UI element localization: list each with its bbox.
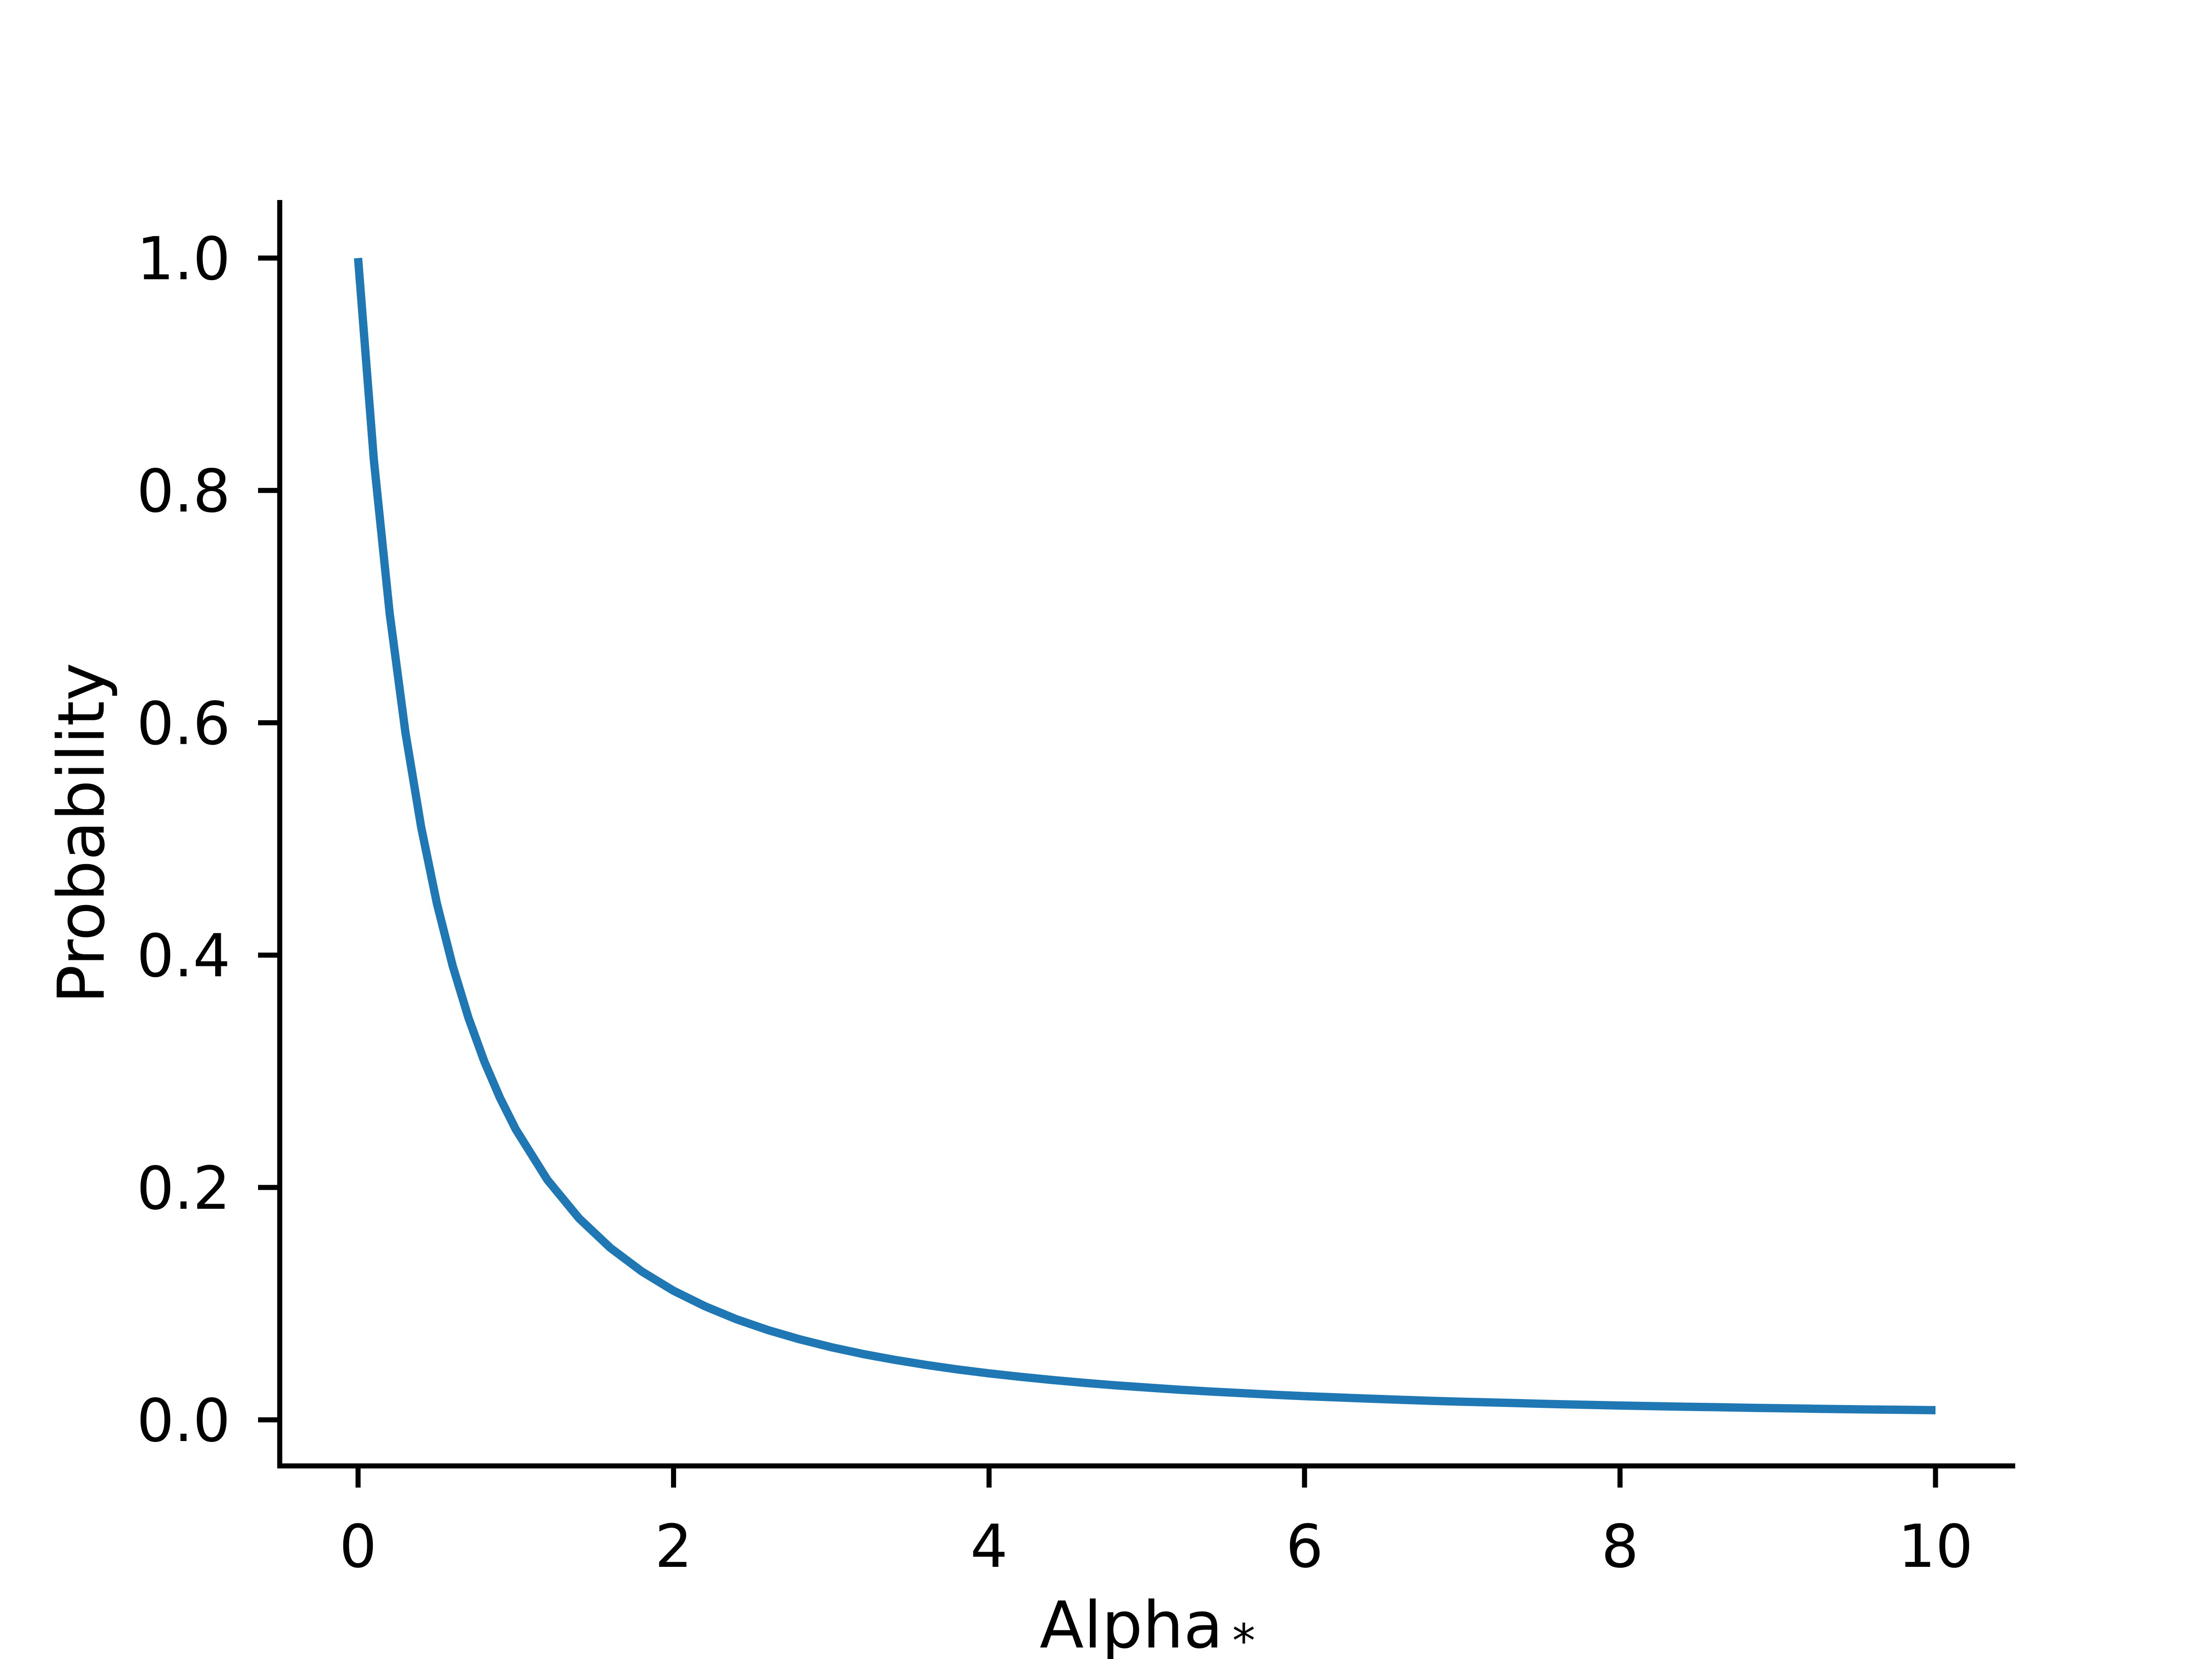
y-axis-ticks: 0.0 0.2 0.4 0.6 0.8 1.0 (136, 225, 280, 1455)
y-tick-label: 0.8 (136, 457, 230, 526)
y-tick-label: 0.6 (136, 689, 230, 758)
x-axis-label-subscript: * (1232, 1614, 1255, 1659)
x-tick-label: 6 (1286, 1512, 1323, 1581)
y-axis-label: Probability (44, 663, 119, 1004)
x-tick-label: 0 (339, 1512, 377, 1581)
y-tick-label: 1.0 (136, 225, 230, 294)
x-axis-label: Alpha * (1040, 1588, 1255, 1659)
x-tick-label: 4 (970, 1512, 1007, 1581)
y-tick-label: 0.4 (136, 922, 230, 991)
series-line (354, 258, 1936, 1415)
x-tick-label: 2 (655, 1512, 692, 1581)
x-axis-label-text: Alpha (1040, 1588, 1223, 1659)
x-tick-label: 8 (1601, 1512, 1639, 1581)
x-axis-ticks: 0 2 4 6 8 10 (339, 1466, 1973, 1581)
y-tick-label: 0.2 (136, 1154, 230, 1223)
y-tick-label: 0.0 (136, 1387, 230, 1455)
x-tick-label: 10 (1898, 1512, 1973, 1581)
